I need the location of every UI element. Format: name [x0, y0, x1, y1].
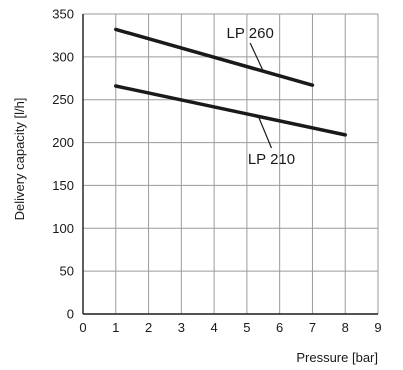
- series-label-lp-260: LP 260: [227, 25, 274, 42]
- x-tick-label-8: 8: [342, 320, 349, 335]
- y-tick-label-300: 300: [52, 49, 74, 64]
- annotations: LP 260 LP 210: [227, 25, 296, 168]
- y-tick-label-350: 350: [52, 7, 74, 22]
- x-tick-label-1: 1: [112, 320, 119, 335]
- y-tick-label-200: 200: [52, 135, 74, 150]
- leader-line-lp-260: [249, 42, 264, 72]
- series-line-lp-260: [114, 27, 315, 87]
- y-tick-label-250: 250: [52, 92, 74, 107]
- y-tick-label-50: 50: [60, 264, 74, 279]
- x-axis-label: Pressure [bar]: [296, 350, 378, 365]
- x-tick-label-9: 9: [374, 320, 381, 335]
- y-tick-label-150: 150: [52, 178, 74, 193]
- series-lines: [114, 27, 347, 137]
- x-tick-label-7: 7: [309, 320, 316, 335]
- series-line-lp-210: [114, 84, 347, 137]
- x-tick-label-4: 4: [210, 320, 217, 335]
- y-tick-label-100: 100: [52, 221, 74, 236]
- x-tick-label-6: 6: [276, 320, 283, 335]
- axes: [82, 14, 378, 315]
- x-tick-label-2: 2: [145, 320, 152, 335]
- x-tick-label-5: 5: [243, 320, 250, 335]
- series-label-lp-210: LP 210: [248, 151, 295, 168]
- x-tick-label-3: 3: [178, 320, 185, 335]
- leader-line-lp-210: [257, 116, 273, 149]
- tick-labels: 0 1 2 3 4 5 6 7 8 9 0 50 100 150 200 250 300 350: [52, 7, 381, 336]
- y-tick-label-0: 0: [67, 307, 74, 322]
- grid: [83, 13, 379, 314]
- x-tick-label-0: 0: [79, 320, 86, 335]
- y-axis-label: Delivery capacity [l/h]: [12, 98, 27, 221]
